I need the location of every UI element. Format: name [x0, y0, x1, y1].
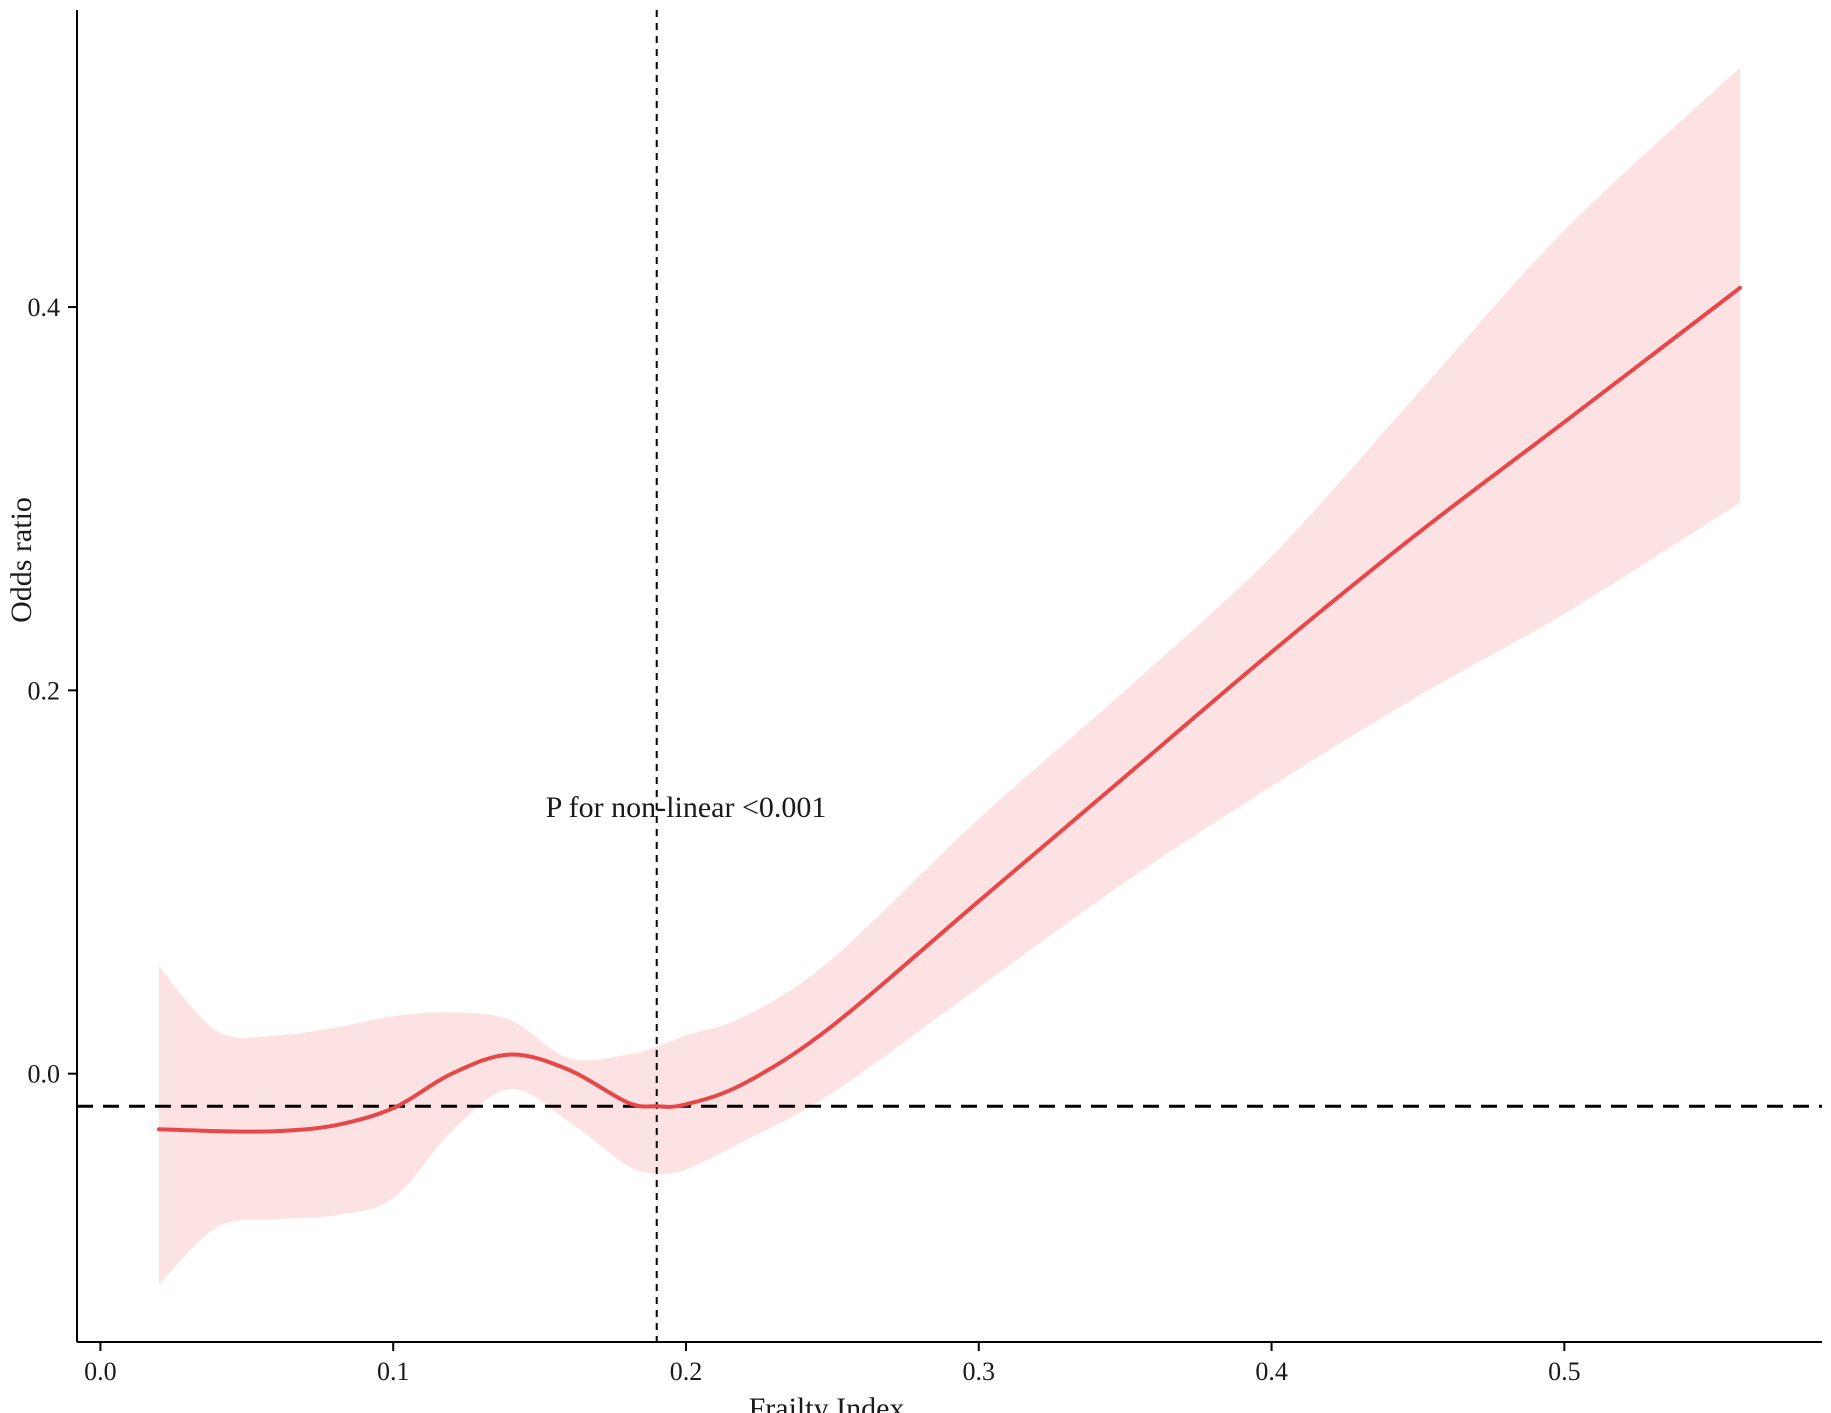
x-tick-label: 0.5 [1548, 1357, 1581, 1386]
x-tick-label: 0.4 [1255, 1357, 1288, 1386]
y-tick-label: 0.4 [28, 293, 61, 322]
y-tick-label: 0.0 [28, 1060, 61, 1089]
x-tick-label: 0.0 [84, 1357, 117, 1386]
odds-ratio-curve [156, 285, 1743, 1134]
x-tick-label: 0.3 [963, 1357, 996, 1386]
y-tick-label: 0.2 [28, 676, 61, 705]
y-axis-title: Odds ratio [5, 497, 38, 623]
x-axis-title: Frailty Index [749, 1392, 905, 1413]
x-tick-label: 0.1 [377, 1357, 410, 1386]
confidence-band [158, 67, 1741, 1285]
p-value-annotation: P for non-linear <0.001 [546, 791, 827, 824]
ticks: 0.0 0.1 0.2 0.3 0.4 0.5 0.0 0.2 0.4 [28, 293, 1581, 1386]
x-tick-label: 0.2 [670, 1357, 703, 1386]
plot-area [77, 10, 1822, 1342]
axes [76, 10, 1822, 1343]
